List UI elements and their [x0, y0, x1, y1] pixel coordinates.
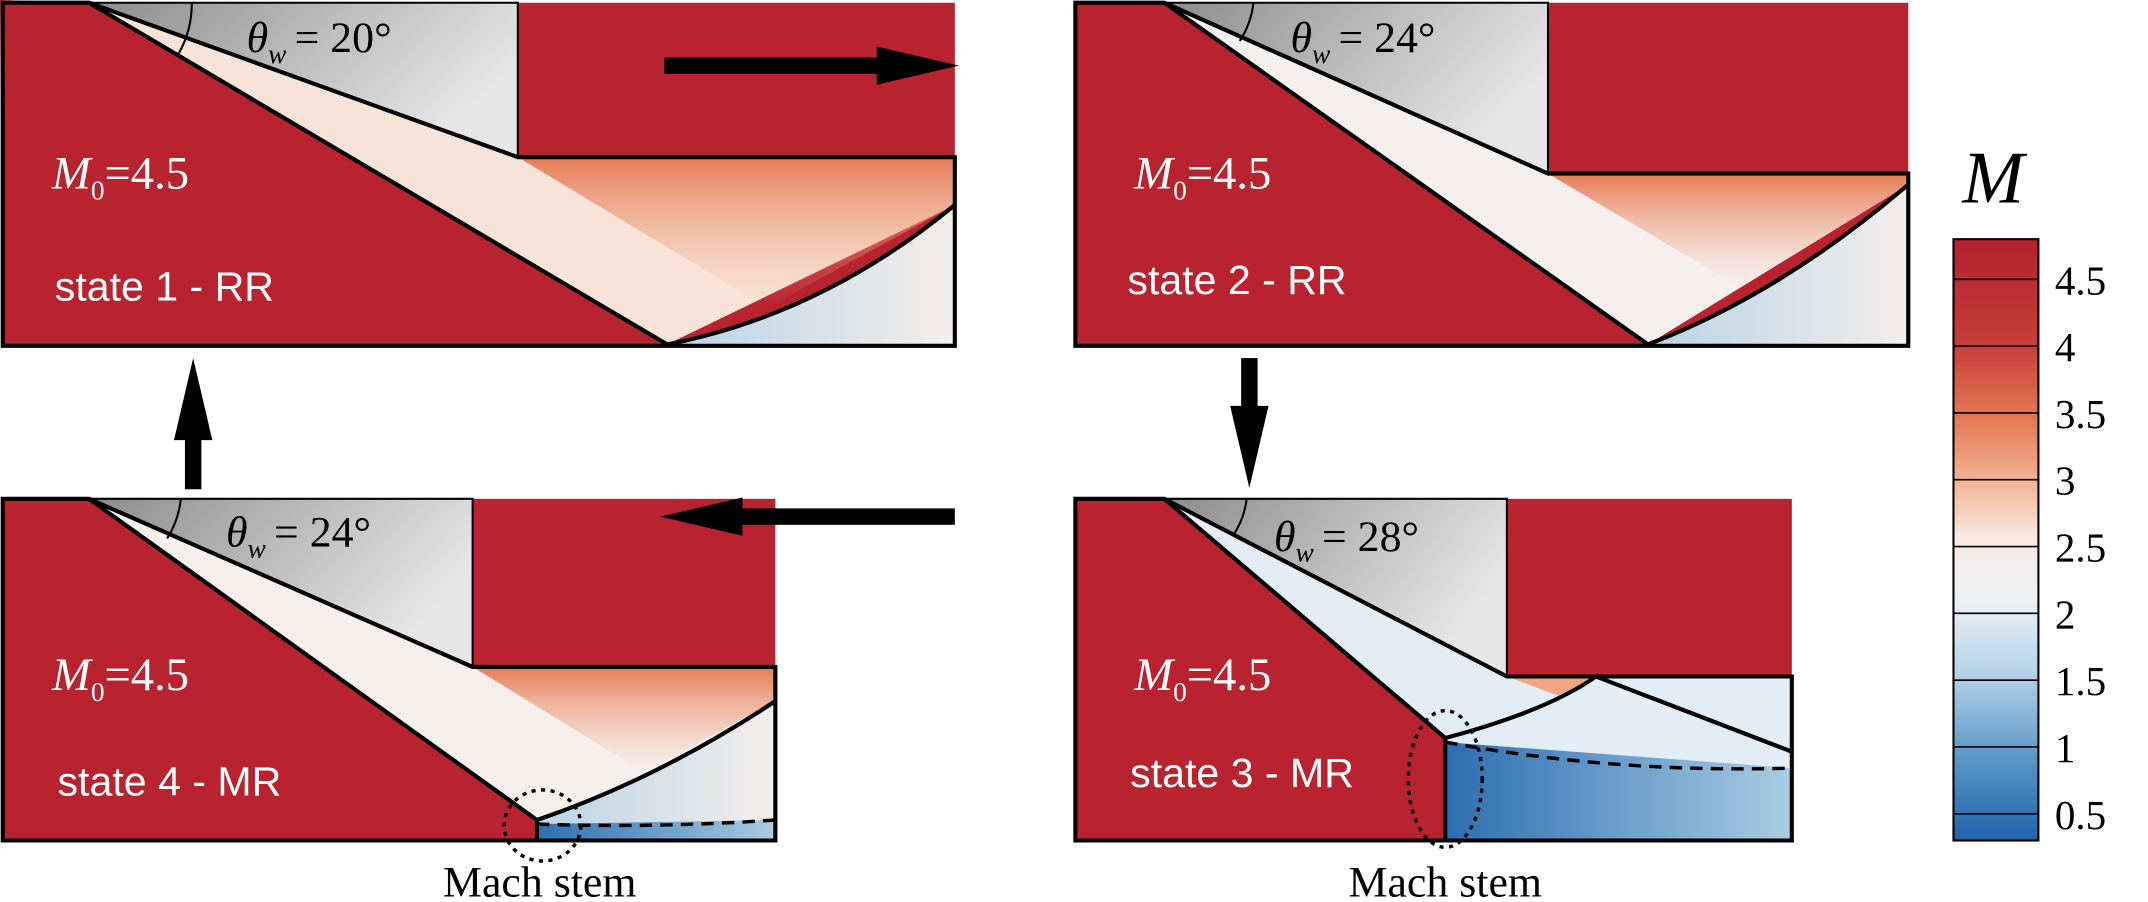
state-label: state 1 - RR — [55, 264, 274, 310]
state-label: state 2 - RR — [1127, 257, 1346, 303]
colorbar: M 0.5 1 1.5 2 2.5 3 3.5 4 4.5 — [1952, 136, 2106, 842]
theta-subscript: w — [1296, 538, 1315, 568]
mach-subscript: 0 — [91, 677, 105, 707]
mach-value: =4.5 — [105, 650, 189, 701]
theta-subscript: w — [248, 534, 267, 564]
colorbar-tick-label: 3 — [2055, 458, 2076, 504]
mach-number: M0=4.5 — [1133, 650, 1271, 707]
theta-value: = 24° — [1338, 14, 1435, 62]
panel-4 — [0, 496, 778, 863]
mach-value: =4.5 — [1187, 650, 1271, 701]
theta-subscript: w — [268, 39, 287, 69]
wedge-angle: θw = 24° — [1290, 14, 1435, 69]
colorbar-tick-label: 2.5 — [2055, 525, 2106, 571]
mach-value: =4.5 — [1187, 149, 1271, 200]
colorbar-tick-label: 4 — [2055, 324, 2076, 370]
mach-subscript: 0 — [1173, 176, 1187, 206]
mach-value: =4.5 — [105, 149, 189, 200]
mach-symbol: M — [1133, 149, 1175, 200]
colorbar-tick-label: 1 — [2055, 725, 2076, 771]
mach-number: M0=4.5 — [51, 149, 189, 206]
theta-subscript: w — [1312, 39, 1331, 69]
mach-number: M0=4.5 — [51, 650, 189, 707]
colorbar-tick-label: 4.5 — [2055, 257, 2106, 303]
colorbar-tick-label: 2 — [2055, 591, 2076, 637]
mach-symbol: M — [51, 149, 93, 200]
mach-number: M0=4.5 — [1133, 149, 1271, 206]
arrows — [173, 46, 1269, 536]
colorbar-tick-label: 1.5 — [2055, 658, 2106, 704]
theta-symbol: θ — [247, 14, 269, 62]
wedge-angle: θw = 24° — [226, 509, 371, 564]
theta-symbol: θ — [226, 509, 248, 557]
colorbar-title: M — [1961, 136, 2027, 218]
theta-symbol: θ — [1290, 14, 1312, 62]
theta-value: = 28° — [1322, 513, 1419, 561]
wedge-angle: θw = 28° — [1274, 513, 1419, 568]
state-label: state 3 - MR — [1130, 750, 1354, 796]
theta-value: = 24° — [274, 509, 371, 557]
colorbar-gradient — [1952, 238, 2040, 842]
colorbar-tick-label: 3.5 — [2055, 391, 2106, 437]
theta-value: = 20° — [295, 14, 392, 62]
mach-subscript: 0 — [91, 176, 105, 206]
annotation: Mach stem — [1349, 859, 1542, 902]
mach-subscript: 0 — [1173, 677, 1187, 707]
state-label: state 4 - MR — [58, 758, 282, 804]
theta-symbol: θ — [1274, 513, 1296, 561]
mach-symbol: M — [1133, 650, 1175, 701]
panel-3 — [1073, 496, 1794, 850]
wedge-angle: θw = 20° — [247, 14, 392, 69]
colorbar-tick-label: 0.5 — [2055, 792, 2106, 838]
panel-2 — [1073, 0, 1911, 348]
annotation: Mach stem — [443, 859, 636, 902]
mach-symbol: M — [51, 650, 93, 701]
